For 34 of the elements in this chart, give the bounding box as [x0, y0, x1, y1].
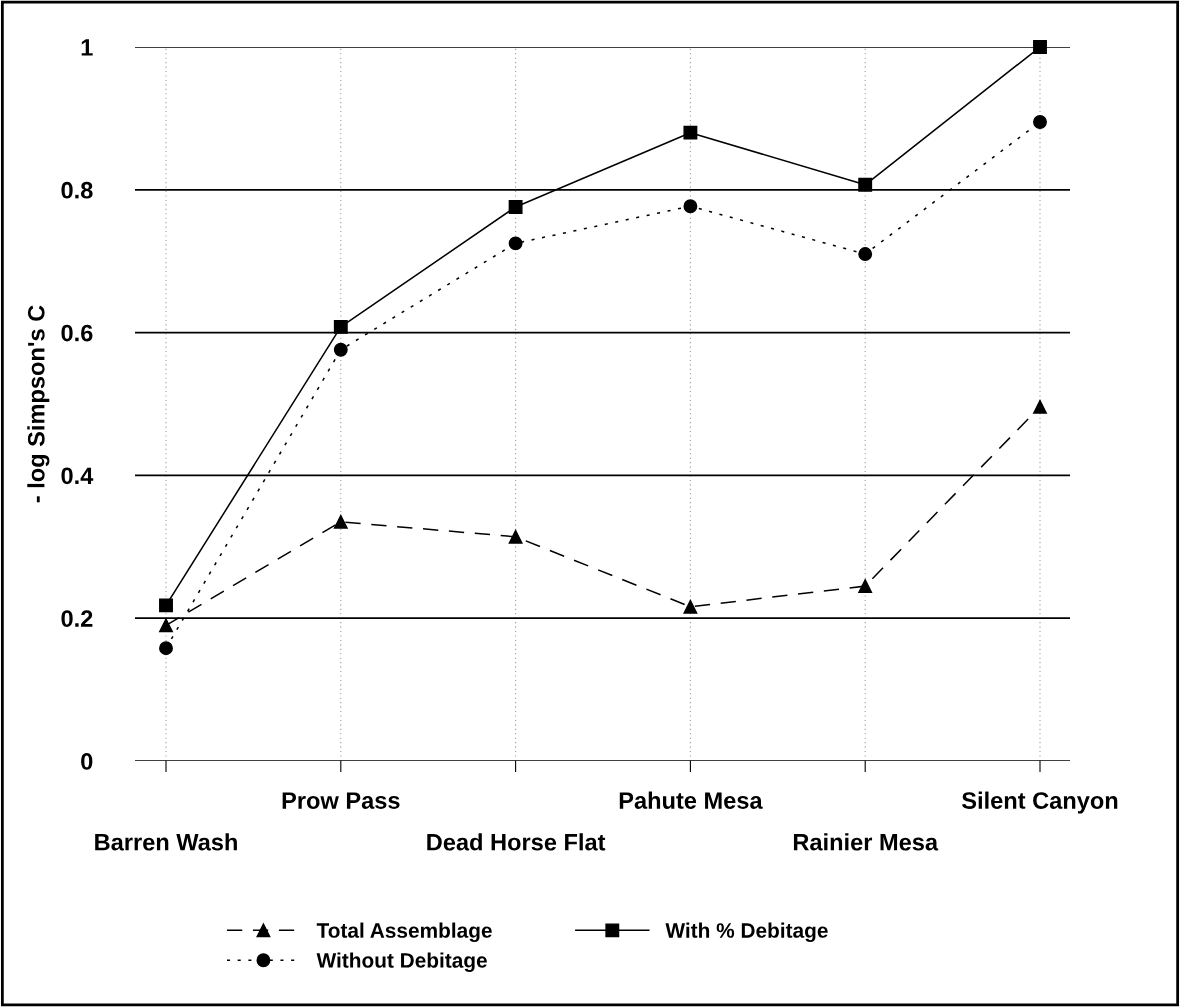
- point: [159, 641, 173, 656]
- x-tick-label: Barren Wash: [95, 833, 237, 851]
- point: [333, 514, 348, 529]
- point: [1033, 40, 1047, 54]
- point: [159, 618, 173, 633]
- point: [333, 342, 348, 357]
- point: [683, 125, 698, 140]
- x-tick-label: Silent Canyon: [961, 791, 1118, 814]
- y-tick-label: 0.6: [61, 324, 93, 342]
- x-tick-label: Rainier Mesa: [793, 833, 939, 851]
- point: [508, 199, 523, 214]
- legend-label: With % Debitage: [665, 922, 828, 943]
- x-tick-label: Dead Horse Flat: [427, 833, 606, 851]
- x-tick-label: Prow Pass: [282, 792, 400, 809]
- legend-label: Total Assemblage: [316, 922, 492, 943]
- point: [1033, 399, 1047, 414]
- point: [1033, 115, 1047, 129]
- point: [858, 579, 873, 594]
- x-tick-label: Pahute Mesa: [619, 791, 763, 809]
- y-tick-label: 0.8: [61, 181, 93, 199]
- point: [159, 598, 173, 613]
- point: [683, 199, 698, 214]
- y-tick-label: 1: [81, 39, 93, 56]
- point: [508, 236, 523, 251]
- y-tick-label: 0.2: [61, 610, 93, 627]
- legend-label: Without Debitage: [316, 952, 487, 972]
- y-tick-label: 0: [81, 753, 93, 770]
- point: [683, 599, 698, 614]
- y-axis-title: - log Simpson's C: [27, 305, 50, 503]
- point: [858, 247, 873, 262]
- y-tick-label: 0.4: [61, 467, 94, 485]
- point: [508, 529, 523, 544]
- point: [333, 319, 348, 334]
- point: [858, 177, 873, 192]
